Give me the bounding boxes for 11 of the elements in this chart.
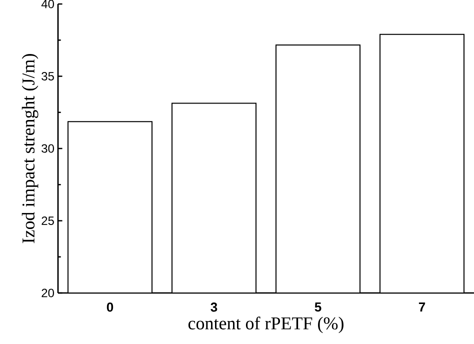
x-tick-label: 3	[210, 302, 218, 312]
y-tick-label: 40	[41, 0, 54, 8]
y-tick-label: 35	[42, 72, 54, 80]
y-tick-label: 25	[42, 216, 54, 225]
y-tick-label: 30	[42, 144, 54, 153]
y-tick-label: 20	[42, 288, 54, 298]
y-axis-title: Izod impact strenght (J/m)	[22, 54, 38, 244]
x-tick-label: 5	[314, 302, 322, 312]
x-axis-title: content of rPETF (%)	[188, 316, 344, 334]
x-tick-label: 7	[418, 302, 426, 312]
x-tick-label: 0	[106, 302, 114, 312]
